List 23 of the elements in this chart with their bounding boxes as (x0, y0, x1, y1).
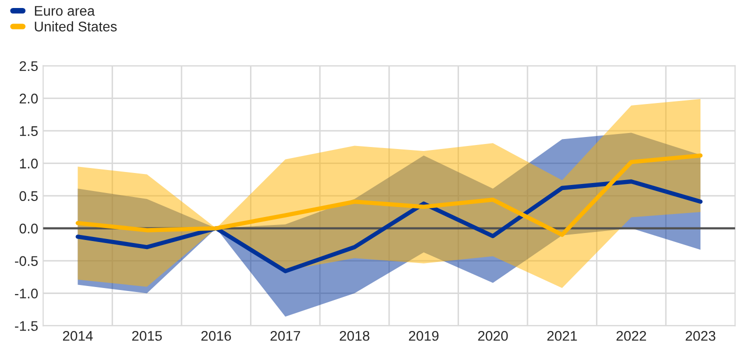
y-tick-label: -1.0 (14, 288, 38, 298)
x-tick-label: 2016 (201, 330, 231, 341)
line-series (76, 179, 703, 274)
x-tick-label: 2017 (270, 330, 300, 341)
y-tick-label: 2.5 (20, 61, 38, 72)
x-tick-label: 2022 (616, 330, 646, 341)
x-tick-label: 2018 (340, 330, 370, 341)
y-tick-label: 1.5 (20, 126, 38, 136)
x-tick-label: 2020 (478, 330, 508, 341)
x-tick-label: 2021 (547, 330, 577, 341)
y-tick-label: 0.0 (20, 224, 38, 234)
legend-label: Euro area (34, 6, 95, 16)
y-tick-label: 1.0 (20, 158, 38, 168)
x-tick-label: 2015 (132, 330, 162, 341)
line-series (76, 153, 703, 237)
x-tick-label: 2014 (63, 330, 93, 341)
y-tick-label: -1.5 (14, 321, 38, 331)
y-tick-label: 0.5 (20, 191, 38, 201)
y-tick-label: -0.5 (14, 256, 38, 266)
legend-label: United States (34, 21, 117, 32)
x-tick-label: 2023 (686, 330, 716, 341)
x-tick-label: 2019 (408, 330, 438, 341)
y-tick-label: 2.0 (20, 94, 38, 104)
